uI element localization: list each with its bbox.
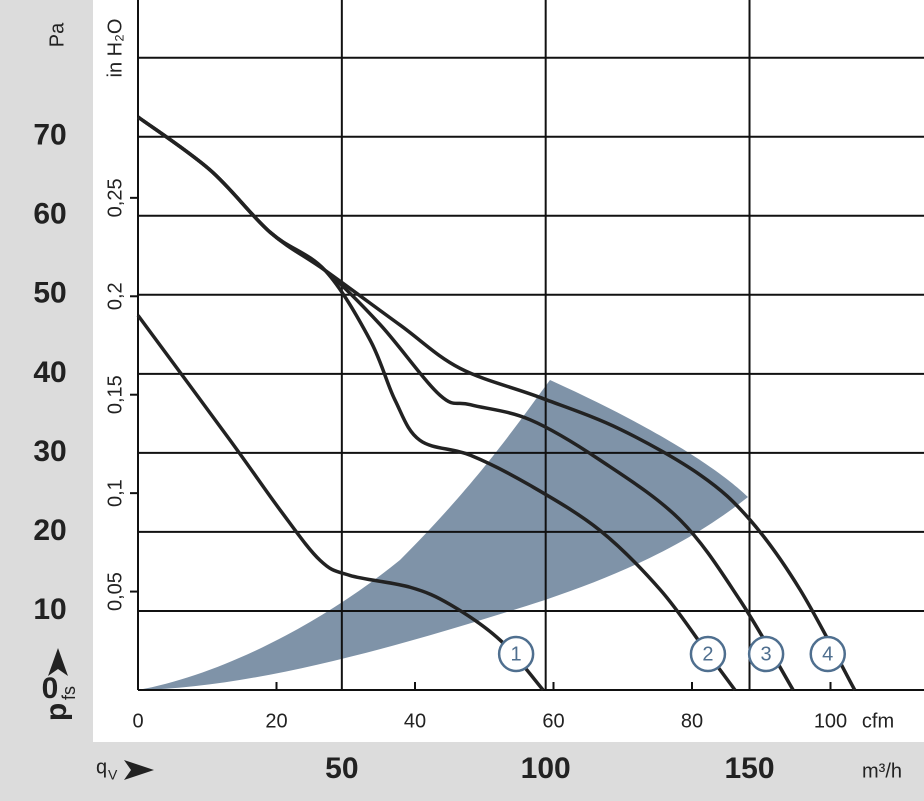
curve-label-circle (497, 635, 535, 673)
curves (136, 115, 857, 692)
curve-label: 4 (822, 643, 833, 665)
curve-label-circle (689, 635, 727, 673)
curve-label: 3 (761, 643, 772, 665)
y-tick-label: 10 (33, 593, 66, 626)
x2-tick-label: 100 (521, 752, 571, 785)
y-symbol-sub: fs (59, 686, 79, 700)
x-symbol-sub: V (108, 767, 118, 783)
y2-tick-label: 0,15 (104, 375, 126, 414)
curve-label-circle (809, 635, 846, 673)
y2-tick-label: 0,1 (104, 479, 126, 507)
y-unit: Pa (46, 22, 68, 47)
y-tick-label: 70 (33, 119, 66, 152)
x2-tick-label: 50 (325, 752, 358, 785)
grid (130, 0, 924, 691)
curve (136, 115, 857, 691)
curve (136, 314, 545, 692)
x-tick-label: 40 (404, 710, 426, 732)
curve-label: 2 (702, 643, 713, 665)
y-tick-label: 20 (33, 514, 66, 547)
y2-unit: in H₂O (104, 19, 126, 78)
y-tick-label: 60 (33, 198, 66, 231)
x-tick-label: 100 (814, 710, 847, 732)
y-tick-label: 0 (42, 672, 59, 705)
curve-label-circle (747, 635, 785, 673)
x-tick-label: 20 (265, 710, 287, 732)
y-symbol: p (40, 703, 73, 721)
curve-label: 1 (511, 643, 522, 665)
x-arrow (124, 760, 154, 780)
y-tick-label: 40 (33, 356, 66, 389)
x-tick-label: 0 (132, 710, 143, 732)
left-band (0, 0, 93, 742)
x-unit: cfm (862, 710, 894, 732)
x-tick-label: 60 (542, 710, 564, 732)
y-tick-label: 50 (33, 277, 66, 310)
y2-tick-label: 0,2 (104, 282, 126, 310)
y2-tick-label: 0,05 (104, 572, 126, 611)
x-tick-label: 80 (681, 710, 703, 732)
labels: Pa in H₂O cfm m³/h q V p fs 010203040506… (33, 19, 902, 785)
x-symbol: q (96, 756, 107, 778)
x2-tick-label: 150 (724, 752, 774, 785)
y-arrow (48, 648, 68, 676)
x2-unit: m³/h (862, 760, 902, 782)
y-tick-label: 30 (33, 435, 66, 468)
bottom-band (0, 742, 924, 801)
y2-tick-label: 0,25 (104, 178, 126, 217)
